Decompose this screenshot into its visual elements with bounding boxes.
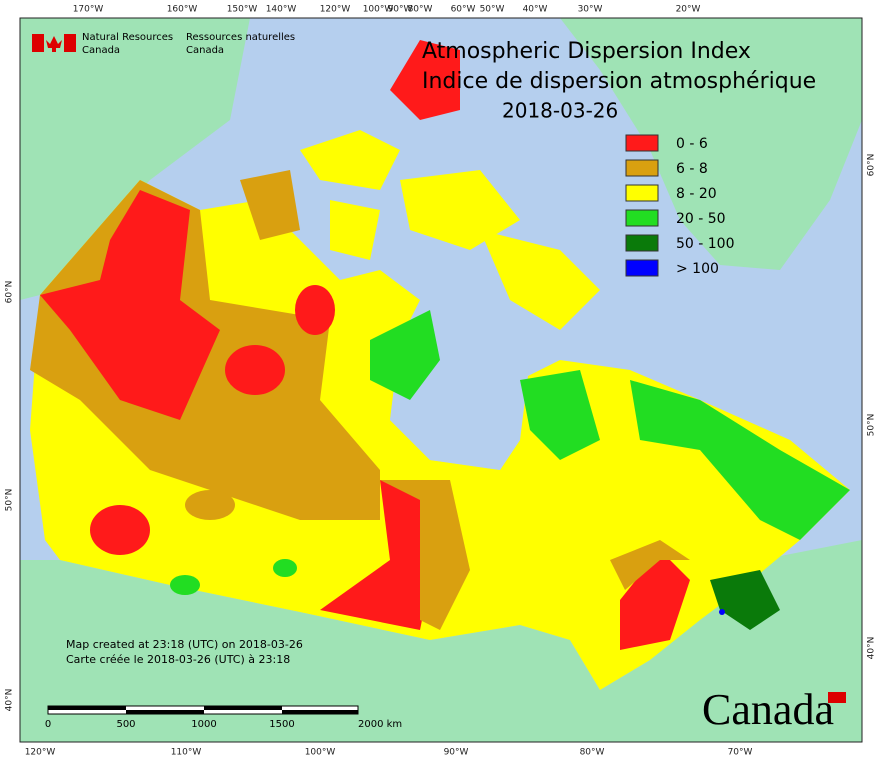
agency-logo: Natural Resources Canada Ressources natu… (32, 32, 295, 56)
lon-label: 50°W (480, 5, 505, 15)
scale-label: 1000 (191, 719, 216, 730)
scale-segment (48, 706, 126, 710)
zone-20-50 (520, 370, 600, 460)
zone-6-8 (610, 540, 690, 590)
zone-0-6 (225, 345, 285, 395)
legend-swatch (625, 209, 659, 227)
lon-label: 20°W (676, 5, 701, 15)
legend-swatch (625, 134, 659, 152)
zone-0-6 (40, 190, 220, 420)
baffin (480, 230, 600, 330)
graticule-labels: 170°W 160°W 150°W 140°W 120°W 100°W90°W80°W 60… (5, 5, 877, 758)
lon-label: 90°W (388, 5, 413, 15)
lat-label: 40°N (867, 637, 877, 660)
scale-segment (126, 710, 204, 714)
lon-label: 100°W (363, 5, 394, 15)
zone-6-8 (185, 490, 235, 520)
lon-label: 140°W (266, 5, 297, 15)
zone-20-50 (630, 380, 850, 540)
island (240, 170, 300, 240)
lon-label: 30°W (578, 5, 603, 15)
lon-label: 80°W (408, 5, 433, 15)
maple-leaf (46, 36, 62, 52)
wordmark: Canada (702, 685, 834, 734)
ellesmere (390, 40, 460, 120)
legend-label: 6 - 8 (676, 161, 708, 177)
credit-line: Carte créée le 2018-03-26 (UTC) à 23:18 (66, 653, 290, 666)
lon-label: 120°W (320, 5, 351, 15)
legend-label: 8 - 20 (676, 186, 717, 202)
lon-label: 120°W (25, 748, 56, 758)
legend-swatch (625, 259, 659, 277)
date: 2018-03-26 (502, 99, 618, 123)
lat-label: 50°N (5, 489, 15, 512)
lon-label: 40°W (523, 5, 548, 15)
lon-label: 90°W (444, 748, 469, 758)
island (400, 170, 520, 250)
lon-label: 70°W (728, 748, 753, 758)
legend-swatch (625, 234, 659, 252)
zone-50-100 (710, 570, 780, 630)
lat-label: 60°N (867, 154, 877, 177)
zone-20-50 (370, 310, 440, 400)
zone-6-8 (380, 480, 470, 630)
zone-20-50 (273, 559, 297, 577)
lon-label: 110°W (171, 748, 202, 758)
lat-label: 60°N (5, 281, 15, 304)
lon-label: 100°W (305, 748, 336, 758)
legend-swatch (625, 159, 659, 177)
agency-en: Natural Resources (82, 32, 173, 43)
scale-label: 2000 km (358, 719, 402, 730)
legend-label: 20 - 50 (676, 211, 726, 227)
legend-label: > 100 (676, 261, 719, 277)
credit-line: Map created at 23:18 (UTC) on 2018-03-26 (66, 638, 303, 651)
greenland (560, 18, 862, 270)
map-body (20, 18, 862, 742)
zone-20-50 (170, 575, 200, 595)
legend-label: 0 - 6 (676, 136, 708, 152)
scale-label: 1500 (269, 719, 294, 730)
flag-bar (64, 34, 76, 52)
agency-fr: Canada (186, 45, 224, 56)
united-states (20, 540, 862, 742)
agency-en: Canada (82, 45, 120, 56)
title: Atmospheric Dispersion Index (422, 39, 751, 64)
titles: Atmospheric Dispersion Index Indice de d… (422, 39, 816, 123)
lat-label: 40°N (5, 689, 15, 712)
lon-label: 60°W (451, 5, 476, 15)
lon-label: 80°W (580, 748, 605, 758)
zone-0-6 (620, 550, 690, 650)
legend-label: 50 - 100 (676, 236, 735, 252)
scale-segment (282, 710, 358, 714)
legend-swatch (625, 184, 659, 202)
scale-label: 0 (45, 719, 51, 730)
zone-0-6 (90, 505, 150, 555)
map-frame (19, 17, 863, 743)
credits: Map created at 23:18 (UTC) on 2018-03-26… (66, 638, 303, 666)
zone-0-6 (295, 285, 335, 335)
alaska (20, 18, 250, 300)
lon-label: 170°W (73, 5, 104, 15)
lon-label: 150°W (227, 5, 258, 15)
zone-over-100 (719, 609, 725, 615)
island (300, 130, 400, 190)
zone-0-6 (320, 480, 430, 630)
island (330, 200, 380, 260)
lat-label: 50°N (867, 414, 877, 437)
flag-bar (32, 34, 44, 52)
agency-fr: Ressources naturelles (186, 32, 295, 43)
scale-segment (204, 706, 282, 710)
legend: 0 - 6 6 - 8 8 - 20 20 - 50 50 - 100 > 100 (625, 134, 735, 277)
scale-bar: 0 500 1000 1500 2000 km (45, 705, 402, 730)
lon-label: 160°W (167, 5, 198, 15)
scale-label: 500 (116, 719, 135, 730)
wordmark-flag (828, 692, 846, 703)
title: Indice de dispersion atmosphérique (422, 69, 816, 94)
